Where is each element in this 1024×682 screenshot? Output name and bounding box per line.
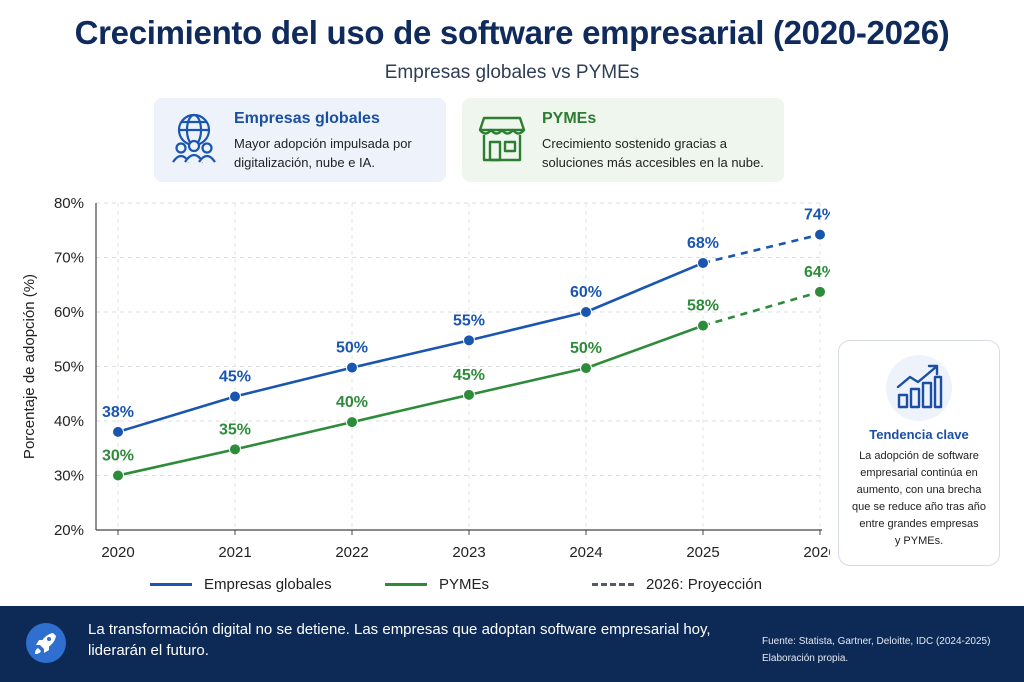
x-tick-label: 2021 xyxy=(218,544,251,561)
data-point xyxy=(580,362,592,375)
key-trend-text: La adopción de software empresarial cont… xyxy=(852,450,986,547)
key-trend-title: Tendencia clave xyxy=(869,427,969,442)
data-label: 58% xyxy=(687,298,719,315)
data-point xyxy=(463,334,475,347)
x-tick-label: 2022 xyxy=(335,544,368,561)
info-card-sme: PYMEs Crecimiento sostenido gracias a so… xyxy=(462,98,784,182)
rocket-icon xyxy=(35,633,56,654)
y-axis-label: Porcentaje de adopción (%) xyxy=(21,274,38,459)
data-point xyxy=(697,319,709,332)
data-label: 68% xyxy=(687,235,719,252)
data-point xyxy=(229,443,241,456)
x-tick-label: 2020 xyxy=(101,544,134,561)
data-label: 45% xyxy=(219,368,251,385)
chart-legend: Empresas globales PYMEs 2026: Proyección xyxy=(150,576,790,598)
series-line-sme xyxy=(117,324,704,477)
y-tick-label: 80% xyxy=(54,195,84,212)
page-subtitle: Empresas globales vs PYMEs xyxy=(384,62,640,83)
data-point xyxy=(346,416,358,429)
bar-chart-trend-icon xyxy=(896,364,943,409)
projection-line-global xyxy=(702,233,821,265)
data-label: 38% xyxy=(102,404,134,421)
x-tick-label: 2024 xyxy=(569,544,602,561)
data-label: 50% xyxy=(570,340,602,357)
legend-label: PYMEs xyxy=(439,576,490,593)
data-label: 40% xyxy=(336,394,368,411)
legend-item-global: Empresas globales xyxy=(150,576,332,593)
data-point xyxy=(346,361,358,374)
x-tick-label: 2026 xyxy=(803,544,830,561)
data-point xyxy=(112,425,124,438)
data-label: 50% xyxy=(336,340,368,357)
data-point xyxy=(814,285,826,298)
projection-line-sme xyxy=(702,290,821,327)
footer-message: La transformación digital no se detiene.… xyxy=(88,621,711,659)
data-label: 30% xyxy=(102,448,134,465)
rocket-badge xyxy=(26,623,66,663)
card-title: PYMEs xyxy=(542,110,597,127)
card-title: Empresas globales xyxy=(234,110,380,127)
x-tick-label: 2023 xyxy=(452,544,485,561)
legend-swatch xyxy=(385,583,427,586)
y-tick-label: 40% xyxy=(54,413,84,430)
legend-item-projection: 2026: Proyección xyxy=(592,576,762,593)
y-tick-label: 70% xyxy=(54,250,84,267)
footer-banner: La transformación digital no se detiene.… xyxy=(0,606,1024,682)
footer-source: Fuente: Statista, Gartner, Deloitte, IDC… xyxy=(762,636,991,664)
data-label: 64% xyxy=(804,264,830,281)
data-point xyxy=(580,306,592,318)
line-chart: 20% 30% 40% 50% 60% 70% 80% 2020 2021 2022 2023 202… xyxy=(21,195,830,561)
data-label: 60% xyxy=(570,284,602,301)
data-point xyxy=(463,388,475,401)
globe-people-icon xyxy=(172,113,216,163)
data-label: 35% xyxy=(219,421,251,438)
data-point xyxy=(112,469,124,482)
legend-label: Empresas globales xyxy=(204,576,332,593)
legend-swatch xyxy=(592,583,634,586)
data-label: 45% xyxy=(453,367,485,384)
y-tick-label: 50% xyxy=(54,359,84,376)
storefront-icon xyxy=(478,116,526,162)
data-point xyxy=(229,390,241,403)
page-title: Crecimiento del uso de software empresar… xyxy=(74,14,950,51)
series-line-global xyxy=(117,261,704,434)
x-tick-label: 2025 xyxy=(686,544,719,561)
data-point xyxy=(814,228,826,241)
legend-label: 2026: Proyección xyxy=(646,576,762,593)
legend-item-sme: PYMEs xyxy=(385,576,489,593)
y-tick-label: 20% xyxy=(54,522,84,539)
card-text: Mayor adopción impulsada por digitalizac… xyxy=(234,136,412,170)
data-label: 55% xyxy=(453,312,485,329)
data-label: 74% xyxy=(804,207,830,224)
key-trend-box: Tendencia clave La adopción de software … xyxy=(838,340,1000,566)
y-tick-label: 60% xyxy=(54,304,84,321)
card-text: Crecimiento sostenido gracias a solucion… xyxy=(542,136,764,170)
info-card-global: Empresas globales Mayor adopción impulsa… xyxy=(154,98,446,182)
y-tick-label: 30% xyxy=(54,468,84,485)
data-point xyxy=(697,256,709,269)
legend-swatch xyxy=(150,583,192,586)
icon-circle xyxy=(886,355,952,421)
